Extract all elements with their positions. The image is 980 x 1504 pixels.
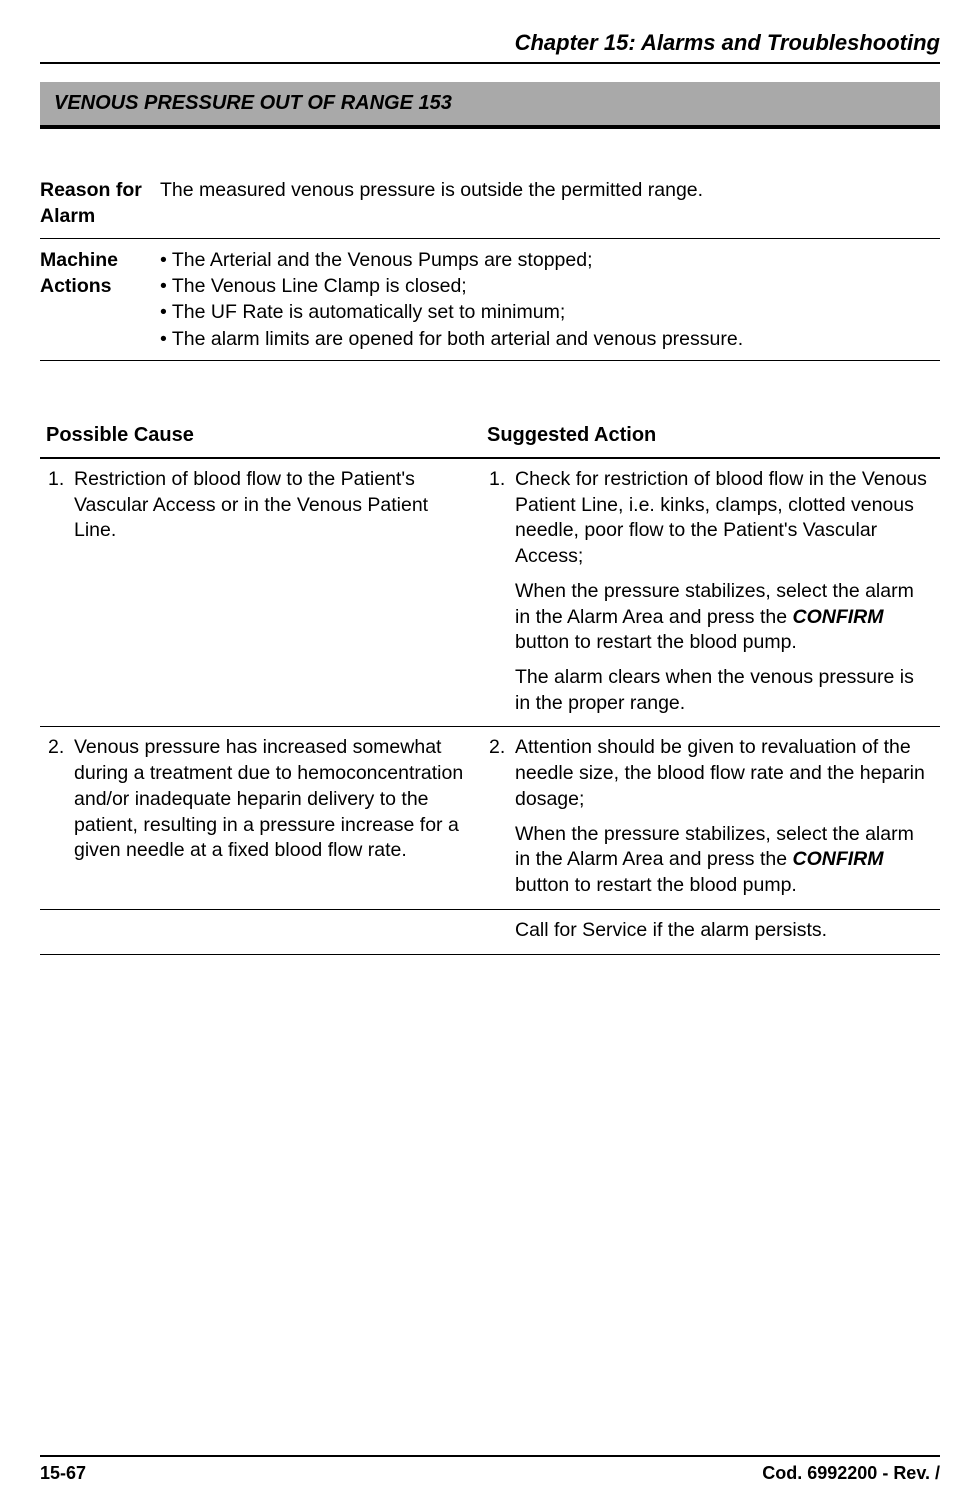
machine-bullet: • The Arterial and the Venous Pumps are … <box>160 247 940 273</box>
cause-header: Possible Cause <box>40 416 481 458</box>
action-cell: 1. Check for restriction of blood flow i… <box>481 458 940 727</box>
confirm-keyword: CONFIRM <box>793 848 884 870</box>
final-action-text: Call for Service if the alarm persists. <box>489 918 932 944</box>
machine-bullet: • The alarm limits are opened for both a… <box>160 326 940 352</box>
cause-number: 1. <box>48 467 74 544</box>
action-number: 2. <box>489 735 515 812</box>
action-cell: 2. Attention should be given to revaluat… <box>481 727 940 909</box>
action-paragraph: When the pressure stabilizes, select the… <box>489 579 932 656</box>
page-footer: 15-67 Cod. 6992200 - Rev. / <box>40 1455 940 1484</box>
chapter-header: Chapter 15: Alarms and Troubleshooting <box>40 30 940 64</box>
action-number: 1. <box>489 467 515 570</box>
confirm-keyword: CONFIRM <box>793 606 884 628</box>
machine-actions-content: • The Arterial and the Venous Pumps are … <box>160 238 940 360</box>
action-text: Attention should be given to revaluation… <box>515 735 932 812</box>
reason-text: The measured venous pressure is outside … <box>160 169 940 238</box>
machine-bullet: • The Venous Line Clamp is closed; <box>160 273 940 299</box>
reason-row: Reason for Alarm The measured venous pre… <box>40 169 940 238</box>
action-text: Check for restriction of blood flow in t… <box>515 467 932 570</box>
cause-text: Venous pressure has increased somewhat d… <box>74 735 473 864</box>
machine-bullet: • The UF Rate is automatically set to mi… <box>160 299 940 325</box>
cause-text: Restriction of blood flow to the Patient… <box>74 467 473 544</box>
empty-cell <box>40 909 481 954</box>
causes-table: Possible Cause Suggested Action 1. Restr… <box>40 416 940 955</box>
action-header: Suggested Action <box>481 416 940 458</box>
final-action-cell: Call for Service if the alarm persists. <box>481 909 940 954</box>
table-row: 2. Venous pressure has increased somewha… <box>40 727 940 909</box>
action-paragraph: The alarm clears when the venous pressur… <box>489 665 932 716</box>
table-row-final: Call for Service if the alarm persists. <box>40 909 940 954</box>
alarm-info-table: Reason for Alarm The measured venous pre… <box>40 169 940 361</box>
machine-actions-label: Machine Actions <box>40 238 160 360</box>
machine-actions-row: Machine Actions • The Arterial and the V… <box>40 238 940 360</box>
action-text-part: button to restart the blood pump. <box>515 631 797 653</box>
cause-number: 2. <box>48 735 74 864</box>
cause-cell: 2. Venous pressure has increased somewha… <box>40 727 481 909</box>
table-row: 1. Restriction of blood flow to the Pati… <box>40 458 940 727</box>
footer-doc-code: Cod. 6992200 - Rev. / <box>762 1463 940 1484</box>
alarm-title-bar: VENOUS PRESSURE OUT OF RANGE 153 <box>40 82 940 129</box>
cause-cell: 1. Restriction of blood flow to the Pati… <box>40 458 481 727</box>
action-paragraph: When the pressure stabilizes, select the… <box>489 822 932 899</box>
footer-page-number: 15-67 <box>40 1463 86 1484</box>
action-text-part: button to restart the blood pump. <box>515 874 797 896</box>
reason-label: Reason for Alarm <box>40 169 160 238</box>
